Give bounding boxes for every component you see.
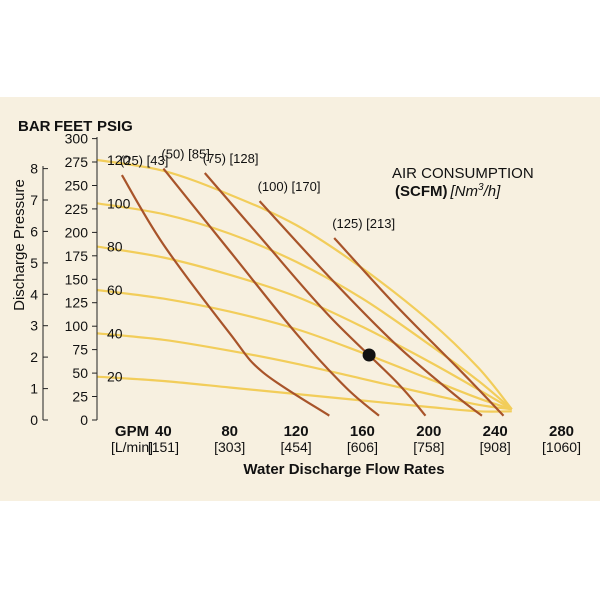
y-axis-title: Discharge Pressure bbox=[11, 179, 28, 311]
x-tick-gpm: 40 bbox=[155, 423, 172, 440]
pressure-curve-3 bbox=[96, 245, 513, 411]
x-tick-gpm: 120 bbox=[284, 423, 309, 440]
bar-ticks: 0 1 2 3 4 5 6 7 8 bbox=[30, 161, 48, 428]
air-curve-label-3: (75) [128] bbox=[203, 151, 259, 166]
x-tick-lmin: [303] bbox=[214, 439, 245, 455]
feet-axis-header: FEET bbox=[54, 118, 92, 135]
x-tick-gpm: 160 bbox=[350, 423, 375, 440]
legend-sup: 3 bbox=[478, 182, 484, 193]
x-tick-lmin: [908] bbox=[480, 439, 511, 455]
pressure-curve-4 bbox=[96, 288, 513, 411]
air-curve-labels: (25) [43](50) [85](75) [128] (100) [170] (… bbox=[120, 147, 395, 231]
legend-units: (SCFM) [Nm3/h] bbox=[395, 182, 501, 200]
feet-tick-label: 275 bbox=[65, 154, 89, 170]
bar-tick-label: 1 bbox=[30, 381, 38, 397]
feet-tick-label: 25 bbox=[72, 389, 88, 405]
x-tick-lmin: [758] bbox=[413, 439, 444, 455]
feet-tick-label: 50 bbox=[72, 365, 88, 381]
air-curve-label-2: (50) [85] bbox=[161, 147, 209, 162]
air-curve-2 bbox=[162, 167, 380, 417]
air-curve-label-1: (25) [43] bbox=[120, 153, 168, 168]
psig-tick-label: 20 bbox=[107, 369, 123, 385]
x-tick-gpm: GPM bbox=[115, 423, 149, 440]
air-curve-label-4: (100) [170] bbox=[258, 179, 321, 194]
bar-tick-label: 4 bbox=[30, 286, 38, 302]
psig-tick-label: 60 bbox=[107, 282, 123, 298]
x-tick-gpm: 280 bbox=[549, 423, 574, 440]
x-tick-lmin: [1060] bbox=[542, 439, 581, 455]
feet-tick-label: 100 bbox=[65, 318, 89, 334]
air-curve-1 bbox=[120, 174, 330, 417]
x-tick-gpm: 200 bbox=[416, 423, 441, 440]
feet-tick-label: 225 bbox=[65, 201, 89, 217]
feet-tick-label: 300 bbox=[65, 131, 89, 147]
pressure-curve-2 bbox=[96, 202, 513, 411]
air-consumption-curves bbox=[120, 167, 505, 417]
pressure-curve-1 bbox=[96, 158, 513, 410]
x-axis-title: Water Discharge Flow Rates bbox=[243, 461, 444, 478]
feet-ticks: 0 25 50 75 100 125 150 175 200 225 250 275 300 bbox=[65, 131, 97, 428]
legend-scfm: (SCFM) bbox=[395, 183, 448, 200]
feet-tick-label: 250 bbox=[65, 178, 89, 194]
pressure-curve-6 bbox=[96, 375, 512, 413]
psig-ticks: 20 40 60 80 100 120 bbox=[107, 152, 131, 385]
psig-tick-label: 80 bbox=[107, 239, 123, 255]
air-curve-5 bbox=[333, 237, 505, 417]
x-tick-gpm: 80 bbox=[221, 423, 238, 440]
feet-tick-label: 0 bbox=[80, 412, 88, 428]
air-curve-3 bbox=[203, 172, 427, 417]
air-curve-4 bbox=[258, 200, 483, 417]
psig-axis-header: PSIG bbox=[97, 118, 133, 135]
x-tick-lmin: [151] bbox=[148, 439, 179, 455]
x-tick-lmin: [454] bbox=[281, 439, 312, 455]
psig-tick-label: 100 bbox=[107, 195, 131, 211]
bar-axis-header: BAR bbox=[18, 118, 51, 135]
legend-per-h: /h] bbox=[483, 183, 502, 200]
feet-tick-label: 200 bbox=[65, 224, 89, 240]
x-tick-gpm: 240 bbox=[483, 423, 508, 440]
air-curve-label-5: (125) [213] bbox=[332, 216, 395, 231]
feet-tick-label: 125 bbox=[65, 295, 89, 311]
pressure-curve-5 bbox=[96, 332, 512, 411]
bar-tick-label: 8 bbox=[30, 161, 38, 177]
feet-tick-label: 150 bbox=[65, 271, 89, 287]
bar-tick-label: 7 bbox=[30, 192, 38, 208]
psig-tick-label: 40 bbox=[107, 325, 123, 341]
legend-title: AIR CONSUMPTION bbox=[392, 165, 534, 182]
x-tick-lmin: [L/min] bbox=[111, 439, 153, 455]
bar-tick-label: 5 bbox=[30, 255, 38, 271]
feet-tick-label: 75 bbox=[72, 342, 88, 358]
x-tick-lmin: [606] bbox=[347, 439, 378, 455]
legend-nm: [Nm bbox=[450, 183, 479, 200]
x-ticks: GPM[L/min]40[151] 80[303] 120[454] 160[606]… bbox=[111, 423, 581, 455]
operating-point-marker bbox=[362, 348, 376, 362]
bar-tick-label: 6 bbox=[30, 223, 38, 239]
bar-tick-label: 3 bbox=[30, 318, 38, 334]
feet-tick-label: 175 bbox=[65, 248, 89, 264]
bar-tick-label: 2 bbox=[30, 349, 38, 365]
psig-tick-label: 120 bbox=[107, 152, 131, 168]
bar-tick-label: 0 bbox=[30, 412, 38, 428]
